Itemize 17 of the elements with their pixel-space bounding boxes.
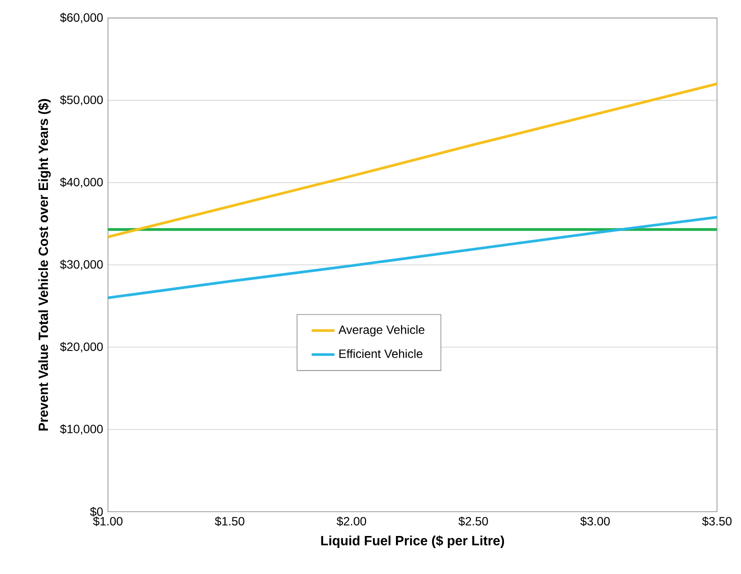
x-tick-label: $2.00: [336, 516, 366, 526]
x-tick-label: $3.50: [702, 516, 732, 526]
y-tick-label: $50,000: [60, 95, 103, 106]
x-tick-label: $3.00: [580, 516, 610, 526]
y-tick-label: $40,000: [60, 177, 103, 188]
x-tick-label: $1.50: [214, 516, 244, 526]
y-tick-label: $20,000: [60, 342, 103, 352]
x-axis-title: Liquid Fuel Price ($ per Litre): [321, 535, 504, 548]
y-tick-label: $30,000: [60, 260, 103, 270]
y-axis-title: Prevent Value Total Vehicle Cost over Eight Years ($): [38, 99, 51, 431]
y-tick-label: $0: [90, 507, 103, 517]
legend-label: Average Vehicle: [338, 325, 424, 336]
x-tick-label: $2.50: [458, 516, 488, 526]
legend-label: Efficient Vehicle: [339, 349, 422, 358]
y-tick-label: $60,000: [60, 12, 103, 24]
y-tick-label: $10,000: [60, 424, 103, 435]
x-tick-label: $1.00: [93, 516, 122, 526]
